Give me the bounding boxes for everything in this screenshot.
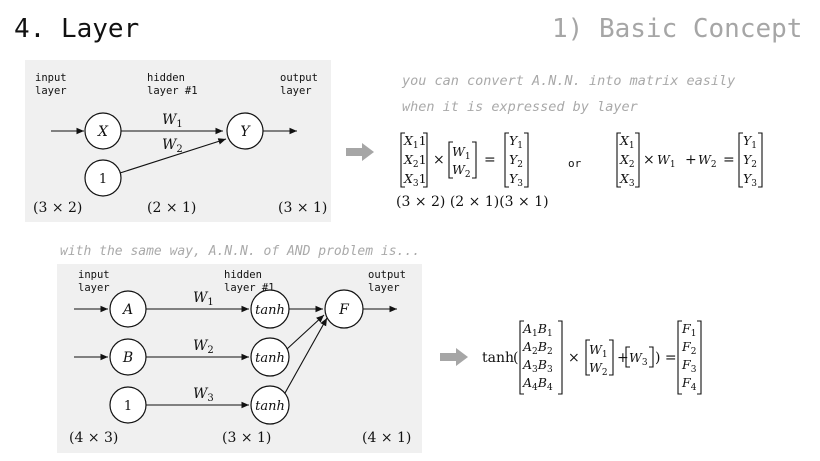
equation2-func: tanh — [482, 350, 514, 366]
d2-dim-output: (4 × 1) — [362, 430, 412, 446]
transform-arrow-2 — [440, 348, 468, 366]
d1-dim-weights: (2 × 1) — [147, 200, 197, 216]
svg-text:F1: F1 — [681, 321, 696, 339]
svg-text:X11: X11 — [403, 133, 427, 151]
svg-text:+: + — [617, 350, 629, 366]
svg-text:+: + — [685, 152, 697, 168]
d2-dim-weights: (3 × 1) — [222, 430, 272, 446]
diagram1-panel: input layer hidden layer #1 output layer… — [25, 60, 331, 222]
svg-text:×: × — [433, 152, 445, 168]
equation1-dims: (3 × 2) (2 × 1)(3 × 1) — [396, 194, 549, 210]
svg-text:W2: W2 — [698, 152, 717, 170]
equation1: X11 X21 X31 × W1 W2 = Y1 Y2 Y3 X1 X2 X3 … — [400, 132, 763, 189]
d1-output-layer-label: output layer — [280, 72, 318, 97]
d2-node-tanh-1-label: tanh — [255, 303, 285, 318]
d2-weight-w1: W1 — [193, 290, 214, 308]
svg-text:) =: ) = — [655, 350, 677, 366]
d2-node-a-label: A — [121, 302, 133, 318]
svg-text:=: = — [723, 152, 735, 168]
d2-edge-h3-f — [284, 317, 328, 394]
d2-node-tanh-3 — [250, 385, 290, 425]
d2-weight-w3: W3 — [193, 386, 214, 404]
d2-output-layer-label: output layer — [368, 269, 406, 294]
svg-text:Y3: Y3 — [743, 171, 757, 189]
d1-weight-w2: W2 — [162, 137, 183, 155]
svg-text:Y1: Y1 — [509, 133, 523, 151]
note-line2: when it is expressed by layer — [402, 99, 638, 115]
note-line1: you can convert A.N.N. into matrix easil… — [402, 73, 736, 89]
svg-text:X3: X3 — [619, 171, 635, 189]
svg-text:F3: F3 — [681, 357, 697, 375]
d2-node-bias-label: 1 — [124, 399, 132, 414]
d2-node-f-label: F — [338, 302, 350, 318]
d2-edge-h2-f — [286, 314, 325, 350]
svg-text:X21: X21 — [403, 152, 427, 170]
svg-text:A1B1: A1B1 — [522, 321, 553, 339]
svg-text:(: ( — [513, 350, 518, 366]
page-title: 4. Layer — [14, 14, 140, 44]
svg-text:X2: X2 — [619, 152, 635, 170]
svg-text:=: = — [484, 152, 496, 168]
svg-text:Y2: Y2 — [743, 152, 757, 170]
svg-text:Y2: Y2 — [509, 152, 523, 170]
d2-input-layer-label: input layer — [78, 269, 110, 294]
svg-text:Y1: Y1 — [743, 133, 757, 151]
svg-text:Y3: Y3 — [509, 171, 523, 189]
svg-text:A2B2: A2B2 — [522, 339, 553, 357]
svg-text:W1: W1 — [657, 152, 676, 170]
svg-text:W2: W2 — [452, 162, 471, 180]
d1-dim-input: (3 × 2) — [33, 200, 83, 216]
svg-text:W3: W3 — [629, 350, 648, 368]
svg-text:W1: W1 — [452, 144, 471, 162]
svg-text:X1: X1 — [619, 133, 635, 151]
d1-edge-w2 — [119, 138, 227, 174]
svg-text:W2: W2 — [589, 360, 608, 378]
d1-node-y-label: Y — [240, 124, 251, 140]
d1-input-layer-label: input layer — [35, 72, 67, 97]
svg-text:W1: W1 — [589, 342, 608, 360]
d2-hidden-layer-label: hidden layer #1 — [224, 269, 275, 294]
svg-text:X31: X31 — [403, 171, 427, 189]
d1-node-bias — [84, 159, 122, 197]
d1-network-graph: X 1 Y W1 W2 — [51, 112, 297, 197]
svg-text:×: × — [568, 350, 580, 366]
equation2: tanh ( A1B1 A2B2 A3B3 A4B4 × W1 W2 + W3 … — [482, 320, 702, 395]
d2-node-tanh-3-label: tanh — [255, 399, 285, 414]
svg-text:A3B3: A3B3 — [522, 357, 553, 375]
d2-weight-w2: W2 — [193, 338, 214, 356]
d2-network-graph: A B 1 W1 W2 W3 tanh tanh tanh F — [74, 289, 397, 425]
d1-node-bias-label: 1 — [99, 172, 107, 187]
equation1-or: or — [568, 157, 582, 170]
svg-text:A4B4: A4B4 — [522, 375, 553, 393]
d1-weight-w1: W1 — [162, 112, 183, 130]
d2-node-tanh-2 — [250, 337, 290, 377]
svg-text:F4: F4 — [681, 375, 697, 393]
d1-node-x-label: X — [97, 124, 109, 140]
note-and-problem: with the same way, A.N.N. of AND problem… — [60, 244, 421, 259]
d1-hidden-layer-label: hidden layer #1 — [147, 72, 198, 97]
d2-node-tanh-2-label: tanh — [255, 351, 285, 366]
svg-text:×: × — [643, 152, 655, 168]
diagram2-panel: input layer hidden layer #1 output layer… — [57, 264, 422, 453]
d2-dim-input: (4 × 3) — [69, 430, 119, 446]
section-title: 1) Basic Concept — [552, 14, 803, 44]
d1-dim-output: (3 × 1) — [278, 200, 328, 216]
d2-node-b-label: B — [122, 350, 133, 366]
svg-text:F2: F2 — [681, 339, 696, 357]
transform-arrow-1 — [346, 143, 374, 161]
